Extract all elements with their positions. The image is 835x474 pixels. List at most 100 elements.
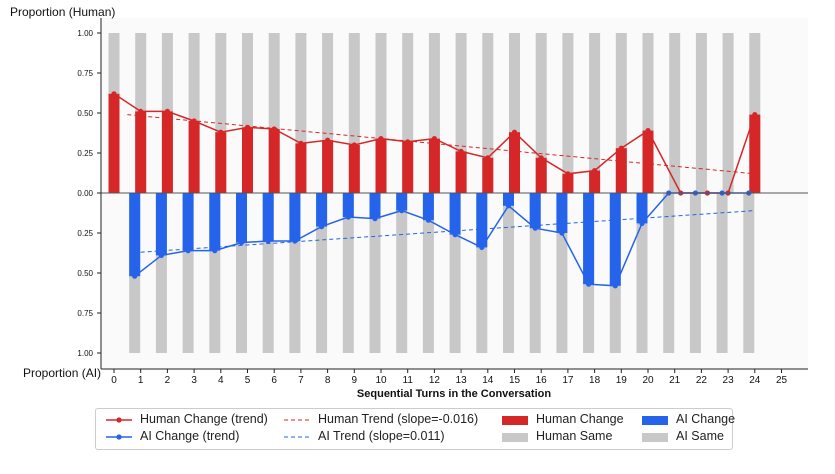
human-change-point [538,155,544,161]
x-tick-label: 6 [271,375,277,386]
human-change-bar [215,132,227,193]
ai-change-point [345,214,351,220]
legend-swatch [106,434,132,440]
ai-change-trend-line [134,192,749,287]
ai-change-point [158,252,164,258]
ai-change-bar [556,193,568,233]
x-tick-label: 1 [138,375,144,386]
ai-same-bar [155,193,167,353]
ai-same-bar [449,193,461,353]
ai-change-bar [396,193,408,211]
ai-change-bar [129,193,141,277]
x-ticks-group: 0 1 2 3 4 5 6 7 8 9 10 11 12 13 14 15 16 17 18 19 20 21 22 23 24… [111,369,787,386]
x-tick-label: 12 [429,375,441,386]
human-change-point [645,128,651,134]
human-change-bar [509,132,520,193]
x-tick-label: 21 [669,375,681,386]
legend-patch [642,433,668,442]
human-same-bar [295,33,307,193]
human-change-bar [268,129,280,193]
human-same-bar [348,33,360,193]
x-tick-label: 9 [352,375,358,386]
x-axis-label: Sequential Turns in the Conversation [357,388,551,400]
x-tick-label: 13 [456,375,468,386]
human-change-point [164,108,170,114]
legend-marker [116,434,122,440]
x-tick-label: 11 [403,375,414,386]
y-tick-label: 0.50 [77,109,93,118]
x-tick-label: 14 [482,375,494,386]
ai-same-bar [716,193,728,353]
ai-change-point [612,283,618,289]
human-change-point [351,142,357,148]
human-same-bar [509,33,520,193]
human-change-point [298,140,304,146]
human-change-bar [455,151,467,193]
legend-label: AI Same [676,429,724,443]
legend-label: Human Change (trend) [140,412,268,426]
ai-same-bar [369,193,381,353]
y-label-bottom: Proportion (AI) [23,366,101,380]
ai-change-point [586,281,592,287]
x-tick-label: 16 [536,375,548,386]
ai-change-point [399,208,405,214]
x-tick-label: 22 [696,375,708,386]
human-change-point [191,118,197,124]
ai-change-bar [369,193,381,219]
x-tick-label: 10 [375,375,387,386]
ai-same-bar [289,193,301,353]
ai-same-bar [422,193,434,353]
ai-same-bar [236,193,247,353]
ai-change-bar [583,193,595,285]
human-trend-line [127,114,755,175]
legend-patch [502,433,528,442]
human-same-bar [722,33,734,193]
bars-group [108,33,761,353]
human-change-bar [562,173,574,193]
ai-change-point [132,273,138,279]
ai-change-point [425,217,431,223]
ai-same-bar [342,193,354,353]
x-tick-label: 20 [642,375,654,386]
x-tick-label: 17 [562,375,574,386]
ai-change-bar [422,193,434,221]
legend: Human Change (trend) Human Trend (slope=-… [95,408,735,450]
human-change-bar [375,138,387,193]
ai-change-point [479,244,485,250]
ai-trend-line [140,210,755,253]
human-change-bar [135,111,147,193]
human-same-bar [535,33,547,193]
human-change-point [458,148,464,154]
human-same-bar [375,33,387,193]
y-tick-label: 0.25 [77,229,93,238]
x-tick-label: 4 [218,375,224,386]
human-change-point [111,91,117,97]
ai-change-point [265,238,271,244]
human-same-bar [642,33,654,193]
human-change-point [378,136,384,142]
human-change-bar [295,143,307,193]
human-same-bar [669,33,681,193]
ai-change-bar [529,193,541,229]
ai-same-bar [636,193,648,353]
human-change-bar [535,157,547,193]
x-tick-label: 2 [165,375,171,386]
human-change-point [511,129,518,135]
human-change-point [618,145,624,151]
ai-change-point [452,232,458,238]
human-change-point [218,129,224,135]
legend-label: Human Change [536,412,624,426]
human-change-bar [161,111,173,193]
human-change-bar [242,127,253,193]
human-change-bar [642,130,654,193]
ai-change-point [185,248,191,254]
human-change-point [271,126,277,132]
human-change-bar [322,140,334,193]
legend-swatch [284,436,310,438]
human-same-bar [402,33,414,193]
ai-change-bar [503,193,514,206]
human-change-bar [589,170,601,193]
ai-same-bar [262,193,274,353]
y-ticks-group: 1.00 0.75 0.50 0.25 0.00 0.25 0.50 0.75 1.00 [77,29,101,358]
